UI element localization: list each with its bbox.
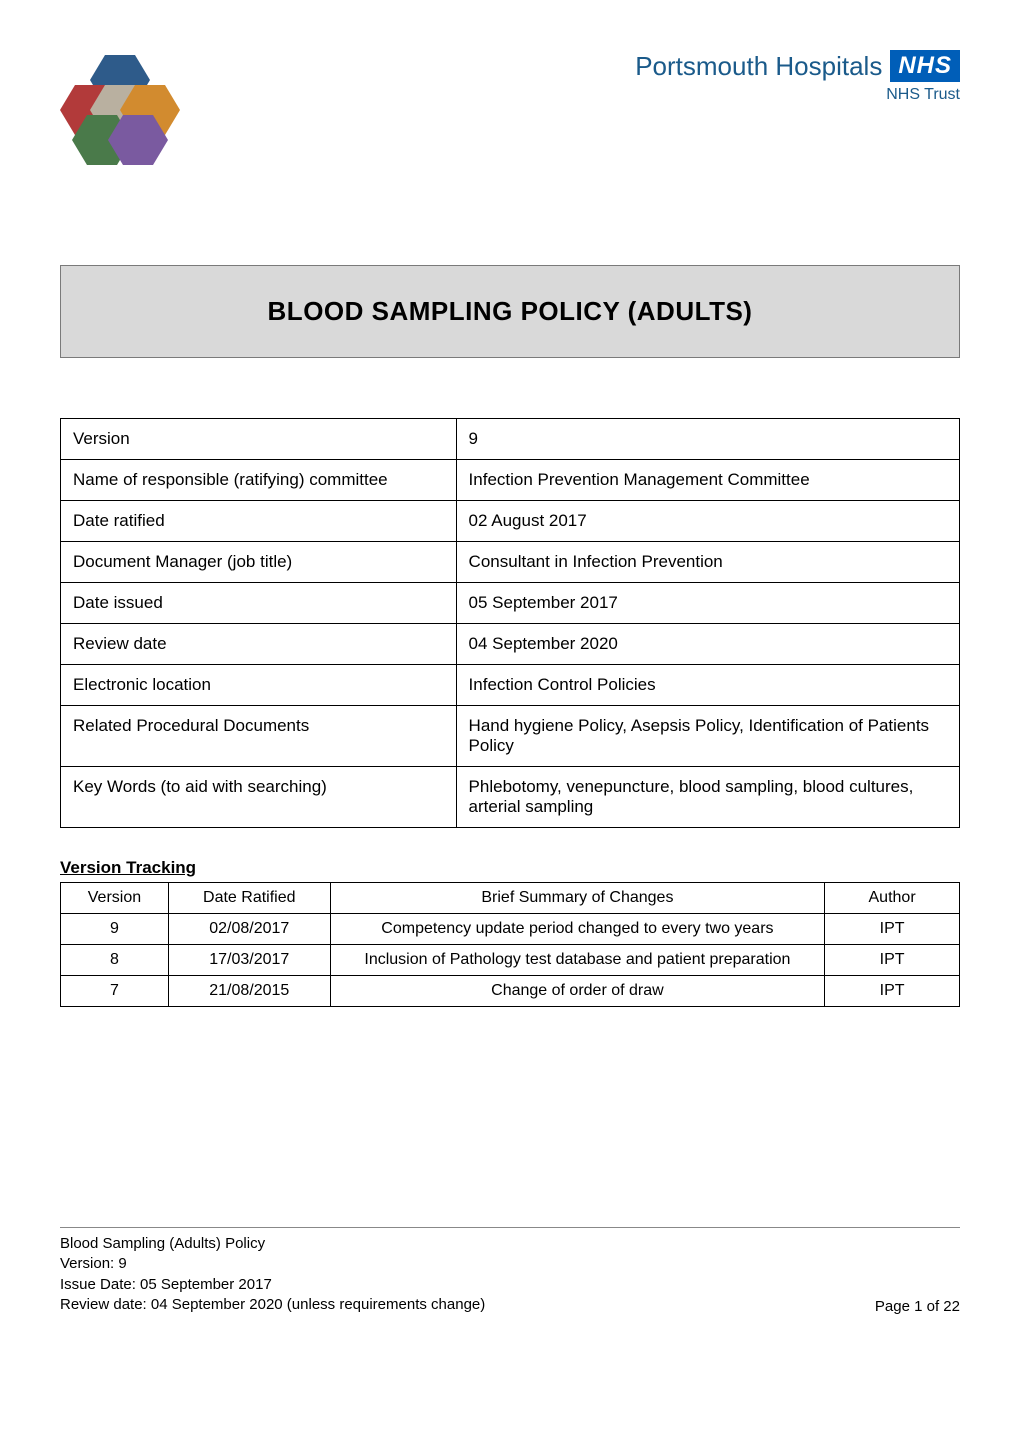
page-footer: Blood Sampling (Adults) PolicyVersion: 9… (60, 1227, 960, 1315)
metadata-table: Version9Name of responsible (ratifying) … (60, 418, 960, 828)
org-name: Portsmouth Hospitals (635, 51, 882, 82)
metadata-value: Consultant in Infection Prevention (456, 542, 959, 583)
org-subline: NHS Trust (635, 86, 960, 104)
tracking-cell: IPT (825, 976, 960, 1007)
page-header: Portsmouth Hospitals NHS NHS Trust (60, 50, 960, 175)
tracking-cell: Inclusion of Pathology test database and… (330, 945, 824, 976)
metadata-row: Review date04 September 2020 (61, 624, 960, 665)
tracking-cell: 8 (61, 945, 169, 976)
tracking-table: VersionDate RatifiedBrief Summary of Cha… (60, 882, 960, 1007)
metadata-value: Infection Control Policies (456, 665, 959, 706)
tracking-heading: Version Tracking (60, 858, 960, 878)
metadata-label: Key Words (to aid with searching) (61, 767, 457, 828)
document-title: BLOOD SAMPLING POLICY (ADULTS) (81, 296, 939, 327)
tracking-cell: IPT (825, 945, 960, 976)
metadata-body: Version9Name of responsible (ratifying) … (61, 419, 960, 828)
tracking-cell: 21/08/2015 (168, 976, 330, 1007)
footer-lines: Blood Sampling (Adults) PolicyVersion: 9… (60, 1234, 485, 1315)
tracking-header-row: VersionDate RatifiedBrief Summary of Cha… (61, 883, 960, 914)
metadata-row: Related Procedural DocumentsHand hygiene… (61, 706, 960, 767)
tracking-col-header: Date Ratified (168, 883, 330, 914)
metadata-row: Electronic locationInfection Control Pol… (61, 665, 960, 706)
metadata-row: Version9 (61, 419, 960, 460)
tracking-row: 817/03/2017Inclusion of Pathology test d… (61, 945, 960, 976)
tracking-row: 902/08/2017Competency update period chan… (61, 914, 960, 945)
tracking-body: 902/08/2017Competency update period chan… (61, 914, 960, 1007)
metadata-label: Version (61, 419, 457, 460)
footer-line: Review date: 04 September 2020 (unless r… (60, 1295, 485, 1315)
metadata-row: Key Words (to aid with searching)Phlebot… (61, 767, 960, 828)
tracking-cell: 9 (61, 914, 169, 945)
tracking-cell: IPT (825, 914, 960, 945)
metadata-label: Date ratified (61, 501, 457, 542)
metadata-row: Name of responsible (ratifying) committe… (61, 460, 960, 501)
tracking-cell: Competency update period changed to ever… (330, 914, 824, 945)
metadata-value: Infection Prevention Management Committe… (456, 460, 959, 501)
tracking-cell: 17/03/2017 (168, 945, 330, 976)
footer-line: Version: 9 (60, 1254, 485, 1274)
metadata-value: Phlebotomy, venepuncture, blood sampling… (456, 767, 959, 828)
metadata-label: Document Manager (job title) (61, 542, 457, 583)
tracking-col-header: Author (825, 883, 960, 914)
tracking-cell: 02/08/2017 (168, 914, 330, 945)
metadata-label: Electronic location (61, 665, 457, 706)
nhs-badge: NHS (890, 50, 960, 82)
metadata-value: Hand hygiene Policy, Asepsis Policy, Ide… (456, 706, 959, 767)
tracking-col-header: Brief Summary of Changes (330, 883, 824, 914)
metadata-label: Date issued (61, 583, 457, 624)
metadata-row: Date ratified02 August 2017 (61, 501, 960, 542)
org-branding: Portsmouth Hospitals NHS NHS Trust (635, 50, 960, 104)
metadata-value: 05 September 2017 (456, 583, 959, 624)
tracking-col-header: Version (61, 883, 169, 914)
title-banner: BLOOD SAMPLING POLICY (ADULTS) (60, 265, 960, 358)
metadata-label: Related Procedural Documents (61, 706, 457, 767)
hex-logo-svg (60, 50, 180, 170)
hex-logo (60, 50, 180, 175)
org-title-line: Portsmouth Hospitals NHS (635, 50, 960, 82)
metadata-value: 04 September 2020 (456, 624, 959, 665)
metadata-label: Review date (61, 624, 457, 665)
tracking-cell: 7 (61, 976, 169, 1007)
footer-line: Blood Sampling (Adults) Policy (60, 1234, 485, 1254)
metadata-row: Document Manager (job title)Consultant i… (61, 542, 960, 583)
metadata-label: Name of responsible (ratifying) committe… (61, 460, 457, 501)
metadata-value: 9 (456, 419, 959, 460)
footer-line: Issue Date: 05 September 2017 (60, 1275, 485, 1295)
page-number: Page 1 of 22 (875, 1298, 960, 1315)
metadata-row: Date issued05 September 2017 (61, 583, 960, 624)
tracking-cell: Change of order of draw (330, 976, 824, 1007)
tracking-row: 721/08/2015Change of order of drawIPT (61, 976, 960, 1007)
metadata-value: 02 August 2017 (456, 501, 959, 542)
